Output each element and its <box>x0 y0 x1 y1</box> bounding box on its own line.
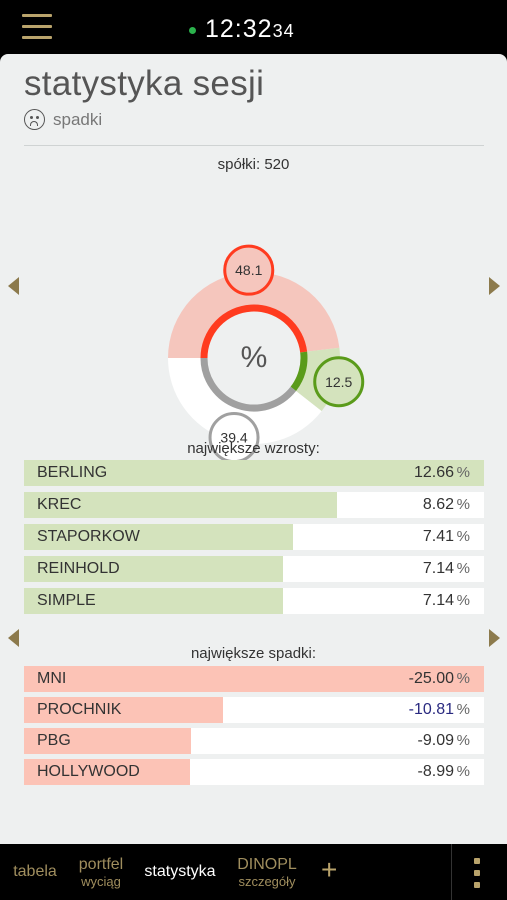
percent-unit: % <box>456 701 470 718</box>
up-value-bubble: 12.5 <box>313 356 365 408</box>
add-tab-button[interactable]: + <box>321 854 338 885</box>
tab-dinopl-label: DINOPL <box>237 856 297 873</box>
company-name: SIMPLE <box>37 592 96 609</box>
percent-unit: % <box>456 496 470 513</box>
list-item[interactable]: PROCHNIK -10.81% <box>24 697 484 723</box>
list-item[interactable]: BERLING 12.66% <box>24 460 484 486</box>
percent-unit: % <box>456 592 470 609</box>
up-value: 12.5 <box>325 374 352 390</box>
value-bar <box>24 697 223 723</box>
page-subtitle: spadki <box>53 110 103 129</box>
hamburger-menu-icon[interactable] <box>22 14 52 40</box>
company-name: PROCHNIK <box>37 701 122 718</box>
losers-list: MNI -25.00% PROCHNIK -10.81% PBG -9.09% HOLLYW… <box>24 666 484 790</box>
company-name: STAPORKOW <box>37 528 140 545</box>
change-value: 7.41 <box>422 528 454 545</box>
tab-dinopl-sublabel: szczegóły <box>238 874 296 889</box>
change-value: 7.14 <box>422 560 454 577</box>
next-chart-arrow-icon[interactable] <box>489 277 500 295</box>
tab-portfel-sublabel: wyciąg <box>81 874 121 889</box>
value-bar <box>24 492 338 518</box>
list-item[interactable]: PBG -9.09% <box>24 728 484 754</box>
tab-tabela[interactable]: tabela <box>4 844 66 900</box>
value-bar <box>24 759 190 785</box>
up-ring <box>290 351 308 392</box>
summary-donut-chart: % 48.1 12.5 39.4 <box>168 244 365 464</box>
percent-unit: % <box>456 560 470 577</box>
down-value-bubble: 48.1 <box>223 244 275 296</box>
prev-list-arrow-icon[interactable] <box>8 629 19 647</box>
change-value: -9.09 <box>417 732 454 749</box>
prev-chart-arrow-icon[interactable] <box>8 277 19 295</box>
more-options-icon[interactable] <box>474 858 480 888</box>
status-bar: 12:3234 <box>0 0 507 54</box>
list-item[interactable]: STAPORKOW 7.41% <box>24 524 484 550</box>
value-bar <box>24 460 484 486</box>
gainers-list: BERLING 12.66% KREC 8.62% STAPORKOW 7.41% REIN… <box>24 460 484 620</box>
value-bar <box>24 728 192 754</box>
sad-face-icon <box>24 109 45 130</box>
change-value: 8.62 <box>422 496 454 513</box>
down-ring <box>200 304 308 359</box>
company-name: MNI <box>37 670 67 687</box>
down-value: 48.1 <box>235 262 262 278</box>
next-list-arrow-icon[interactable] <box>489 629 500 647</box>
tab-statystyka[interactable]: statystyka <box>138 844 222 900</box>
companies-count: spółki: 520 <box>217 156 290 173</box>
online-indicator-icon <box>189 27 196 34</box>
company-name: KREC <box>37 496 82 513</box>
clock-seconds: 34 <box>272 21 295 41</box>
clock-time: 12:32 <box>205 15 273 43</box>
bottom-nav: tabela portfel wyciąg statystyka DINOPL … <box>0 844 507 900</box>
company-name: HOLLYWOOD <box>37 763 140 780</box>
change-value: -25.00 <box>408 670 454 687</box>
divider <box>451 844 452 900</box>
percent-unit: % <box>456 464 470 481</box>
flat-ring <box>200 357 297 412</box>
change-value: 12.66 <box>413 464 454 481</box>
value-bar <box>24 588 284 614</box>
company-name: BERLING <box>37 464 108 481</box>
list-item[interactable]: SIMPLE 7.14% <box>24 588 484 614</box>
change-value: -8.99 <box>417 763 454 780</box>
percent-unit: % <box>456 732 470 749</box>
tab-portfel-label: portfel <box>78 856 124 873</box>
change-value: -10.81 <box>408 701 454 718</box>
list-item[interactable]: MNI -25.00% <box>24 666 484 692</box>
percent-unit: % <box>456 528 470 545</box>
list-item[interactable]: KREC 8.62% <box>24 492 484 518</box>
value-bar <box>24 666 484 692</box>
company-name: REINHOLD <box>37 560 120 577</box>
value-bar <box>24 524 294 550</box>
change-value: 7.14 <box>422 592 454 609</box>
main-panel: statystyka sesji spadki spółki: 520 % 48… <box>0 54 507 844</box>
company-name: PBG <box>37 732 71 749</box>
gainers-label: największe wzrosty: <box>187 440 320 457</box>
tab-tabela-label: tabela <box>13 863 57 880</box>
flat-value: 39.4 <box>220 430 247 446</box>
value-bar <box>24 556 284 582</box>
percent-unit: % <box>456 670 470 687</box>
donut-center-label: % <box>241 341 268 374</box>
percent-unit: % <box>456 763 470 780</box>
clock: 12:3234 <box>205 14 295 46</box>
down-segment <box>168 271 340 358</box>
list-item[interactable]: REINHOLD 7.14% <box>24 556 484 582</box>
list-item[interactable]: HOLLYWOOD -8.99% <box>24 759 484 785</box>
divider <box>24 145 484 146</box>
losers-label: największe spadki: <box>190 645 317 662</box>
tab-portfel[interactable]: portfel wyciąg <box>70 844 132 900</box>
tab-statystyka-label: statystyka <box>144 863 216 880</box>
tab-dinopl[interactable]: DINOPL szczegóły <box>228 844 306 900</box>
page-title: statystyka sesji <box>24 64 265 103</box>
